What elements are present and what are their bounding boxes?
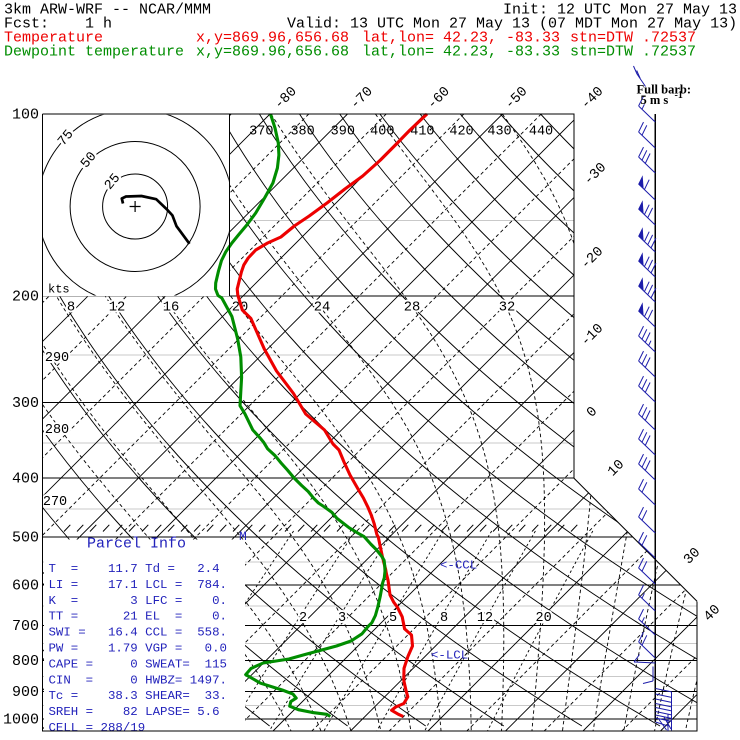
svg-text:CIN = 0 HWBZ= 1497.: CIN = 0 HWBZ= 1497. — [49, 673, 227, 687]
svg-text:32: 32 — [499, 301, 516, 316]
svg-text:kts: kts — [48, 283, 70, 297]
svg-text:370: 370 — [249, 125, 273, 140]
svg-text:800: 800 — [12, 653, 39, 670]
svg-text:700: 700 — [12, 618, 39, 635]
svg-text:28: 28 — [404, 301, 421, 316]
svg-text:290: 290 — [45, 351, 69, 366]
svg-text:280: 280 — [45, 423, 69, 438]
svg-text:Valid: 13 UTC Mon 27 May 13 (0: Valid: 13 UTC Mon 27 May 13 (07 MDT Mon … — [287, 16, 737, 33]
svg-text:430: 430 — [487, 125, 511, 140]
svg-text:SWI = 16.4 CCL = 558.: SWI = 16.4 CCL = 558. — [49, 626, 227, 640]
svg-text:300: 300 — [12, 395, 39, 412]
svg-text:1000: 1000 — [3, 712, 39, 729]
svg-text:420: 420 — [449, 125, 473, 140]
svg-text:Init: 12 UTC Mon 27 May 13: Init: 12 UTC Mon 27 May 13 — [503, 2, 737, 19]
svg-text:Full barb:: Full barb: — [637, 83, 692, 97]
svg-text:24: 24 — [314, 301, 331, 316]
svg-text:20: 20 — [535, 611, 551, 626]
svg-text:5 m s: 5 m s — [641, 93, 669, 107]
svg-text:K = 3 LFC = 0.: K = 3 LFC = 0. — [49, 594, 227, 608]
svg-text:<-CCL: <-CCL — [440, 559, 477, 573]
svg-text:x,y=869.96,656.68: x,y=869.96,656.68 — [196, 44, 349, 61]
svg-text:Tc = 38.3 SHEAR= 33.: Tc = 38.3 SHEAR= 33. — [49, 689, 227, 703]
svg-text:LI = 17.1 LCL = 784.: LI = 17.1 LCL = 784. — [49, 578, 227, 592]
svg-text:5: 5 — [389, 611, 397, 626]
svg-text:CAPE = 0 SWEAT= 115: CAPE = 0 SWEAT= 115 — [49, 657, 227, 671]
svg-text:16: 16 — [163, 301, 180, 316]
svg-text:3km ARW-WRF -- NCAR/MMM: 3km ARW-WRF -- NCAR/MMM — [4, 2, 211, 19]
svg-text:12: 12 — [477, 611, 493, 626]
svg-text:500: 500 — [12, 529, 39, 546]
svg-text:M: M — [239, 529, 247, 544]
svg-text:SREH = 82 LAPSE= 5.6: SREH = 82 LAPSE= 5.6 — [49, 705, 220, 719]
svg-text:440: 440 — [529, 125, 553, 140]
svg-text:12: 12 — [109, 301, 126, 316]
svg-text:lat,lon= 42.23, -83.33: lat,lon= 42.23, -83.33 — [362, 30, 560, 47]
svg-text:stn=DTW .72537: stn=DTW .72537 — [570, 30, 696, 47]
svg-text:T = 11.7 Td = 2.4: T = 11.7 Td = 2.4 — [49, 562, 220, 576]
svg-text:100: 100 — [12, 107, 39, 124]
svg-text:Fcst: 1 h: Fcst: 1 h — [4, 16, 112, 33]
svg-text:CELL = 288/19: CELL = 288/19 — [49, 721, 146, 735]
svg-text:270: 270 — [43, 495, 67, 510]
svg-text:380: 380 — [290, 125, 314, 140]
svg-text:<-LCL: <-LCL — [431, 649, 468, 663]
svg-text:PW = 1.79 VGP = 0.0: PW = 1.79 VGP = 0.0 — [49, 642, 227, 656]
svg-text:Parcel Info: Parcel Info — [87, 536, 186, 553]
svg-text:900: 900 — [12, 684, 39, 701]
svg-text:410: 410 — [410, 125, 434, 140]
svg-text:lat,lon= 42.23, -83.33: lat,lon= 42.23, -83.33 — [362, 44, 560, 61]
svg-text:Dewpoint temperature: Dewpoint temperature — [4, 44, 184, 61]
svg-text:400: 400 — [370, 125, 394, 140]
svg-text:x,y=869.96,656.68: x,y=869.96,656.68 — [196, 30, 349, 47]
svg-text:8: 8 — [440, 611, 448, 626]
svg-text:3: 3 — [338, 611, 346, 626]
svg-text:200: 200 — [12, 289, 39, 306]
svg-text:TT = 21 EL = 0.: TT = 21 EL = 0. — [49, 610, 227, 624]
svg-text:2: 2 — [299, 611, 307, 626]
svg-text:-1: -1 — [675, 90, 683, 101]
svg-text:8: 8 — [67, 301, 75, 316]
svg-text:stn=DTW .72537: stn=DTW .72537 — [570, 44, 696, 61]
svg-text:400: 400 — [12, 471, 39, 488]
svg-text:600: 600 — [12, 577, 39, 594]
svg-text:Temperature: Temperature — [4, 30, 103, 47]
svg-text:390: 390 — [331, 125, 355, 140]
